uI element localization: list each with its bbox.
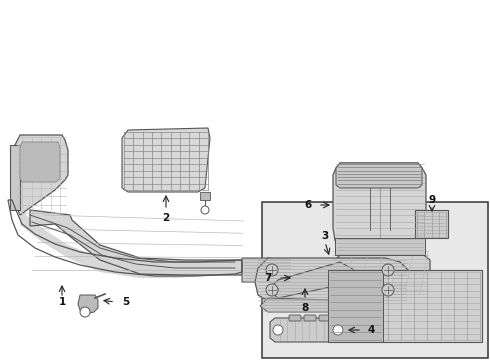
Polygon shape bbox=[336, 163, 422, 188]
Polygon shape bbox=[328, 270, 482, 342]
Polygon shape bbox=[200, 192, 210, 200]
Circle shape bbox=[201, 206, 209, 214]
Text: 8: 8 bbox=[301, 303, 309, 313]
Polygon shape bbox=[255, 258, 408, 302]
Polygon shape bbox=[330, 302, 360, 312]
Circle shape bbox=[273, 325, 283, 335]
Text: 7: 7 bbox=[265, 273, 272, 283]
Circle shape bbox=[80, 307, 90, 317]
Circle shape bbox=[266, 264, 278, 276]
Text: 2: 2 bbox=[162, 213, 170, 223]
Polygon shape bbox=[122, 128, 210, 192]
Polygon shape bbox=[292, 265, 340, 282]
Polygon shape bbox=[335, 238, 425, 255]
Text: 6: 6 bbox=[305, 200, 312, 210]
Polygon shape bbox=[328, 270, 383, 342]
Polygon shape bbox=[10, 145, 20, 210]
Text: 5: 5 bbox=[122, 297, 129, 307]
FancyBboxPatch shape bbox=[289, 315, 301, 321]
Polygon shape bbox=[260, 298, 330, 312]
Polygon shape bbox=[30, 210, 242, 275]
Polygon shape bbox=[270, 318, 345, 342]
Circle shape bbox=[382, 284, 394, 296]
FancyBboxPatch shape bbox=[304, 315, 316, 321]
Circle shape bbox=[333, 325, 343, 335]
Polygon shape bbox=[330, 248, 430, 300]
Polygon shape bbox=[242, 258, 292, 282]
Polygon shape bbox=[78, 295, 98, 314]
Circle shape bbox=[382, 264, 394, 276]
Text: 9: 9 bbox=[428, 195, 436, 205]
Text: 3: 3 bbox=[321, 231, 329, 241]
Polygon shape bbox=[268, 262, 358, 298]
Polygon shape bbox=[415, 210, 448, 238]
Polygon shape bbox=[20, 210, 242, 278]
Polygon shape bbox=[20, 142, 60, 182]
Text: 1: 1 bbox=[58, 297, 66, 307]
Polygon shape bbox=[15, 135, 68, 215]
Circle shape bbox=[266, 284, 278, 296]
FancyBboxPatch shape bbox=[319, 315, 331, 321]
FancyBboxPatch shape bbox=[262, 202, 488, 358]
Polygon shape bbox=[333, 163, 426, 255]
Text: 4: 4 bbox=[368, 325, 375, 335]
